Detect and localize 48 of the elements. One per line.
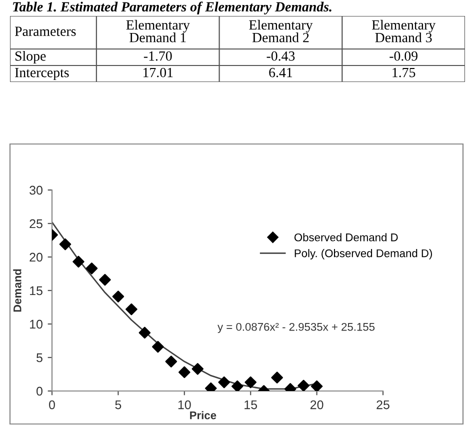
text: Parameters — [14, 26, 76, 36]
point — [310, 380, 323, 391]
x-tick-label: 0 — [49, 400, 55, 410]
text: Elementary Demand 2 — [249, 20, 313, 42]
y-tick-label: 0 — [36, 386, 42, 396]
text: -1.70 — [144, 51, 172, 61]
point — [126, 303, 138, 316]
y-tick-label: 15 — [30, 286, 42, 296]
y-tick-label: 30 — [30, 186, 42, 195]
point — [298, 380, 310, 391]
point — [218, 376, 230, 388]
text: -0.43 — [266, 51, 295, 61]
point — [59, 238, 72, 250]
text: Intercepts — [15, 68, 69, 80]
point — [152, 340, 164, 353]
x-tick-label: 25 — [376, 400, 390, 410]
legend-label: Poly. (Observed Demand D) — [294, 249, 432, 260]
text: -0.09 — [390, 51, 418, 61]
point — [192, 363, 204, 375]
point — [86, 262, 98, 274]
point — [231, 380, 244, 391]
x-tick-label: 10 — [178, 400, 191, 410]
x-tick-label: 15 — [244, 400, 258, 410]
x-tick-label: 20 — [310, 400, 324, 410]
point — [178, 366, 190, 378]
y-tick-label: 5 — [36, 353, 42, 362]
y-tick-label: 10 — [30, 320, 42, 329]
annotation: y = 0.0876x² - 2.9535x + 25.155 — [218, 322, 375, 334]
point — [72, 256, 84, 268]
point — [165, 356, 178, 368]
text: Table 1. Estimated Parameters of Elementary Demands. — [13, 2, 332, 14]
text: 17.01 — [143, 68, 173, 78]
point — [244, 376, 256, 388]
y-tick-label: 25 — [30, 219, 42, 228]
legend-label: Observed Demand D — [294, 233, 398, 242]
y-tick-label: 20 — [30, 252, 42, 262]
point — [99, 274, 111, 286]
y-axis-title: Demand — [13, 269, 22, 312]
x-axis-title: Price — [190, 411, 216, 420]
text: Elementary Demand 3 — [372, 20, 436, 42]
text: 6.41 — [269, 68, 292, 78]
text: 1.75 — [392, 68, 416, 78]
point — [271, 372, 283, 384]
point — [112, 290, 124, 302]
point — [138, 326, 151, 339]
text: Slope — [15, 50, 46, 64]
text: Elementary Demand 1 — [126, 20, 190, 42]
x-tick-label: 5 — [115, 400, 122, 410]
